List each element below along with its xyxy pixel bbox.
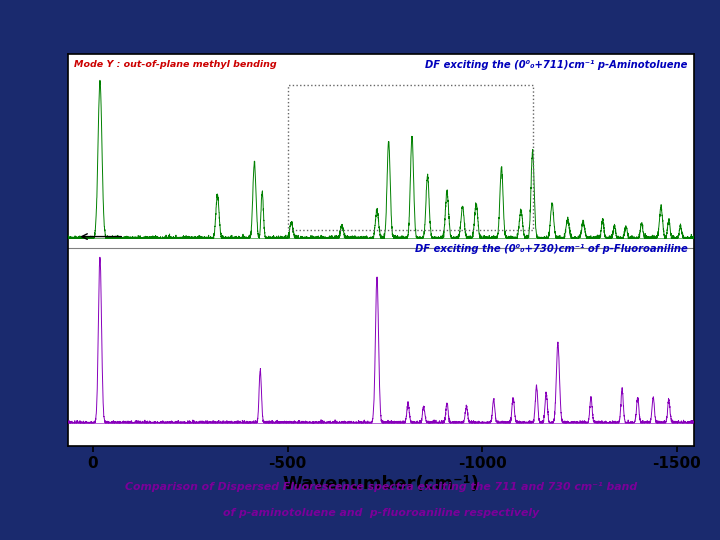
Text: Mode Y : out-of-plane methyl bending: Mode Y : out-of-plane methyl bending: [74, 60, 276, 69]
Text: of p-aminotoluene and  p-fluoroaniline respectively: of p-aminotoluene and p-fluoroaniline re…: [222, 508, 539, 517]
Bar: [287, 85, 533, 230]
Text: DF exciting the (0⁰₀+730)cm⁻¹ of p-Fluoroaniline: DF exciting the (0⁰₀+730)cm⁻¹ of p-Fluor…: [415, 244, 688, 254]
X-axis label: Wavenumber(cm⁻¹): Wavenumber(cm⁻¹): [282, 475, 480, 493]
Text: Comparison of Dispersed Fluorescence spectra exciting the 711 and 730 cm⁻¹ band: Comparison of Dispersed Fluorescence spe…: [125, 482, 637, 492]
Text: DF exciting the (0⁰₀+711)cm⁻¹ p-Aminotoluene: DF exciting the (0⁰₀+711)cm⁻¹ p-Aminotol…: [426, 60, 688, 70]
